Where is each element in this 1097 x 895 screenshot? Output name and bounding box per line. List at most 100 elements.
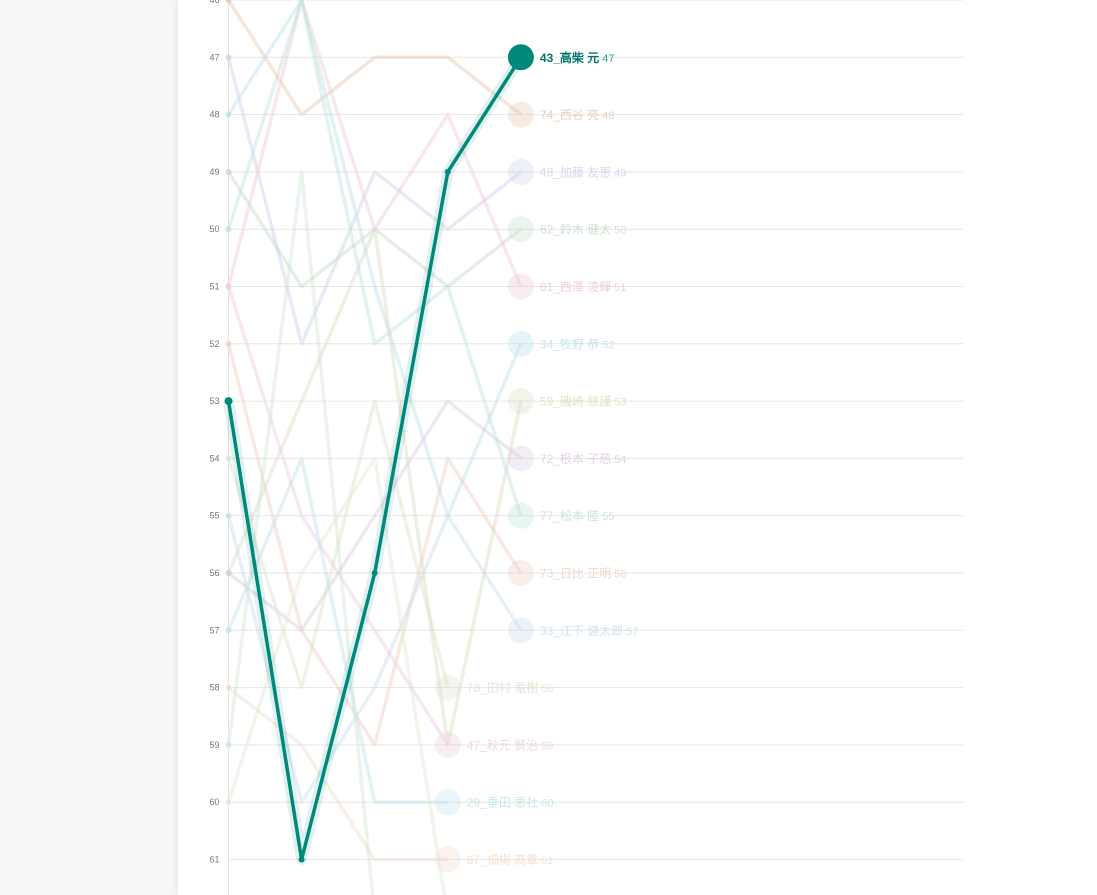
series-start-point: [225, 0, 232, 3]
end-label-rank: 48: [602, 110, 614, 122]
end-label-name: 74_西谷 亮: [540, 107, 599, 122]
series-lines: [225, 0, 523, 895]
end-label-bubble: [507, 445, 534, 472]
end-label-rank: 59: [541, 740, 553, 752]
end-label[interactable]: 29_垂田 恵社 60: [434, 789, 554, 816]
y-tick-label: 51: [209, 282, 219, 292]
series-line[interactable]: [226, 285, 450, 746]
series-start-point: [225, 226, 232, 233]
highlight-point: [224, 397, 233, 406]
series-line[interactable]: [226, 56, 522, 346]
end-label-name: 77_松本 陸: [540, 509, 599, 523]
series-line[interactable]: [226, 0, 523, 517]
rank-chart: 46 47 48 49 50 51 52 53 54 55 56 57 58 59 60 61 43_高柴 元…: [209, 0, 963, 895]
end-label[interactable]: 72_根本 子慈 54: [507, 445, 627, 472]
series-line[interactable]: [226, 456, 448, 895]
series-start-point: [225, 283, 232, 290]
y-tick-label: 55: [209, 511, 219, 521]
end-label-rank: 55: [602, 511, 614, 523]
series-start-point: [225, 570, 232, 576]
end-label[interactable]: 59_磯崎 慈謹 53: [507, 388, 627, 415]
series-line[interactable]: [227, 686, 448, 862]
end-label-rank: 52: [602, 339, 614, 351]
end-label-name: 34_牧野 恭: [540, 337, 599, 351]
end-label[interactable]: 48_加藤 友恵 49: [507, 158, 627, 185]
y-tick-label: 56: [209, 568, 219, 578]
end-label-name: 61_西澤 凌輝: [540, 280, 611, 294]
highlight-point: [371, 570, 378, 576]
end-label-name: 48_加藤 友恵: [540, 165, 611, 179]
series-start-point: [225, 54, 232, 61]
end-label-text: 73_日比 正明 56: [540, 567, 627, 581]
series-start-point: [225, 627, 232, 634]
end-label-text: 29_垂田 恵社 60: [467, 795, 554, 810]
y-tick-label: 57: [209, 625, 219, 635]
end-label-text: 34_牧野 恭 52: [540, 337, 615, 351]
end-label-bubble: [507, 617, 534, 644]
highlighted-series: [223, 54, 526, 865]
end-label-text: 59_磯崎 慈謹 53: [540, 394, 627, 409]
end-label-rank: 54: [614, 454, 626, 466]
end-label-bubble: [507, 216, 534, 243]
end-label-bubble: [507, 158, 534, 185]
end-label[interactable]: 62_鈴木 健太 50: [507, 216, 627, 243]
end-label-name: 43_高柴 元: [540, 50, 599, 65]
end-label-bubble: [507, 502, 534, 529]
series-line[interactable]: [226, 227, 523, 747]
end-label[interactable]: 43_高柴 元 47: [507, 44, 615, 71]
end-labels: 43_高柴 元 47 74_西谷 亮 48 48_加藤 友恵 49 62_鈴木 健太 50 61…: [434, 44, 639, 873]
end-label[interactable]: 73_日比 正明 56: [507, 560, 627, 586]
end-label-text: 48_加藤 友恵 49: [540, 165, 627, 179]
end-label[interactable]: 77_松本 陸 55: [507, 502, 615, 529]
y-tick-label: 52: [209, 339, 219, 349]
end-label-rank: 51: [614, 282, 626, 294]
series-line[interactable]: [227, 170, 522, 289]
series-line[interactable]: [226, 170, 448, 895]
series-line[interactable]: [226, 399, 450, 690]
y-tick-label: 48: [209, 110, 219, 120]
end-label-bubble: [507, 273, 534, 300]
y-tick-label: 47: [209, 52, 219, 62]
end-label-name: 73_日比 正明: [540, 567, 611, 581]
end-label-text: 47_秋元 賢治 59: [467, 738, 554, 752]
series-line[interactable]: [227, 0, 522, 117]
end-label-bubble: [507, 388, 534, 415]
end-label[interactable]: 34_牧野 恭 52: [507, 330, 615, 357]
end-label-rank: 53: [614, 397, 626, 409]
end-label[interactable]: 74_西谷 亮 48: [507, 101, 615, 128]
series-line[interactable]: [226, 456, 448, 804]
series-line[interactable]: [226, 343, 523, 747]
end-label[interactable]: 78_田村 竜樹 58: [434, 674, 554, 701]
series-start-point: [225, 799, 232, 806]
series-start-point: [225, 684, 232, 691]
end-label[interactable]: 33_江下 健太郎 57: [507, 617, 639, 644]
end-label-text: 67_畑場 高章 61: [467, 852, 554, 867]
end-label-text: 72_根本 子慈 54: [540, 451, 627, 466]
end-label-name: 33_江下 健太郎: [540, 623, 623, 638]
y-tick-label: 46: [209, 0, 219, 5]
end-label-bubble: [507, 560, 534, 586]
end-label-name: 47_秋元 賢治: [467, 738, 538, 752]
series-line[interactable]: [227, 399, 522, 633]
end-label-bubble: [434, 674, 461, 701]
y-axis: 46 47 48 49 50 51 52 53 54 55 56 57 58 59 60 61: [209, 0, 229, 895]
series-line[interactable]: [226, 0, 523, 288]
end-label[interactable]: 47_秋元 賢治 59: [434, 731, 554, 758]
series-start-point: [225, 168, 232, 175]
end-label-name: 67_畑場 高章: [467, 852, 538, 867]
end-label[interactable]: 61_西澤 凌輝 51: [507, 273, 627, 300]
end-label[interactable]: 67_畑場 高章 61: [434, 846, 554, 873]
end-label-name: 78_田村 竜樹: [467, 681, 538, 695]
series-start-point: [225, 455, 232, 462]
end-label-text: 61_西澤 凌輝 51: [540, 280, 627, 294]
end-label-bubble: [507, 330, 534, 357]
end-label-text: 77_松本 陸 55: [540, 509, 615, 523]
end-label-text: 74_西谷 亮 48: [540, 107, 615, 122]
end-label-bubble: [507, 44, 534, 71]
chart-card: 46 47 48 49 50 51 52 53 54 55 56 57 58 59 60 61 43_高柴 元…: [178, 0, 1097, 895]
series-start-point: [225, 111, 232, 118]
series-line[interactable]: [227, 0, 523, 518]
end-label-rank: 60: [541, 798, 553, 810]
end-label-rank: 58: [541, 683, 553, 695]
y-tick-label: 54: [209, 453, 219, 463]
